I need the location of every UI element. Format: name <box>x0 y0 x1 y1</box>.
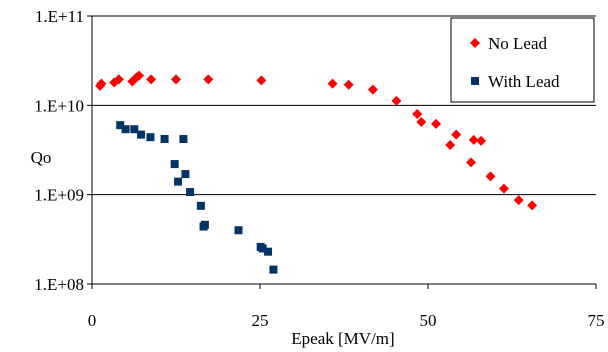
no-lead-point <box>527 200 538 211</box>
tick-labels: 1.E+08 1.E+09 1.E+10 1.E+11 0 25 50 75 <box>34 7 604 330</box>
legend: No Lead With Lead <box>450 17 595 103</box>
legend-marker-no-lead <box>470 38 480 48</box>
no-lead-point <box>513 195 524 206</box>
no-lead-point <box>485 171 496 182</box>
no-lead-point <box>412 108 423 119</box>
with-lead-point <box>200 220 209 229</box>
no-lead-point <box>171 74 181 85</box>
y-tick-label: 1.E+11 <box>35 7 84 26</box>
x-tick-label: 0 <box>88 311 97 330</box>
legend-label-no-lead: No Lead <box>488 34 548 53</box>
with-lead-point <box>196 201 205 210</box>
with-lead-point <box>181 170 190 179</box>
with-lead-point <box>269 265 278 274</box>
legend-label-with-lead: With Lead <box>488 72 560 91</box>
with-lead-point <box>170 160 179 169</box>
no-lead-point <box>113 74 124 85</box>
y-tick-label: 1.E+10 <box>34 96 84 115</box>
no-lead-point <box>431 118 442 129</box>
y-tick-label: 1.E+08 <box>34 275 84 294</box>
x-tick-label: 75 <box>588 311 605 330</box>
legend-markers <box>470 38 480 85</box>
no-lead-point <box>96 78 107 89</box>
no-lead-point <box>451 129 462 140</box>
no-lead-point <box>391 95 402 106</box>
no-lead-point <box>343 79 354 90</box>
with-lead-point <box>179 134 188 143</box>
no-lead-point <box>367 84 378 95</box>
with-lead-point <box>234 226 243 235</box>
no-lead-point <box>498 183 509 194</box>
with-lead-point <box>264 247 273 256</box>
no-lead-point <box>468 134 479 145</box>
no-lead-point <box>203 74 214 85</box>
with-lead-point <box>121 125 130 134</box>
y-axis-title: Qo <box>31 148 52 167</box>
with-lead-point <box>137 130 146 139</box>
with-lead-point <box>186 188 195 197</box>
with-lead-point <box>174 177 183 186</box>
no-lead-point <box>466 157 477 168</box>
axes <box>87 15 597 289</box>
no-lead-point <box>445 139 456 150</box>
with-lead-point <box>116 121 125 130</box>
legend-box <box>450 17 595 103</box>
with-lead-point <box>160 134 169 143</box>
no-lead-point <box>134 70 145 81</box>
legend-marker-with-lead <box>471 77 479 85</box>
no-lead-point <box>146 74 157 85</box>
y-tick-label: 1.E+09 <box>34 186 84 205</box>
with-lead-point <box>146 133 155 142</box>
no-lead-point <box>416 117 427 128</box>
no-lead-point <box>327 78 338 89</box>
no-lead-point <box>256 75 267 86</box>
data-points <box>95 70 538 274</box>
x-axis-title: Epeak [MV/m] <box>291 329 394 348</box>
no-lead-point <box>476 135 487 146</box>
with-lead-point <box>258 244 267 253</box>
x-tick-label: 50 <box>420 311 437 330</box>
x-tick-label: 25 <box>252 311 269 330</box>
with-lead-point <box>130 125 139 134</box>
